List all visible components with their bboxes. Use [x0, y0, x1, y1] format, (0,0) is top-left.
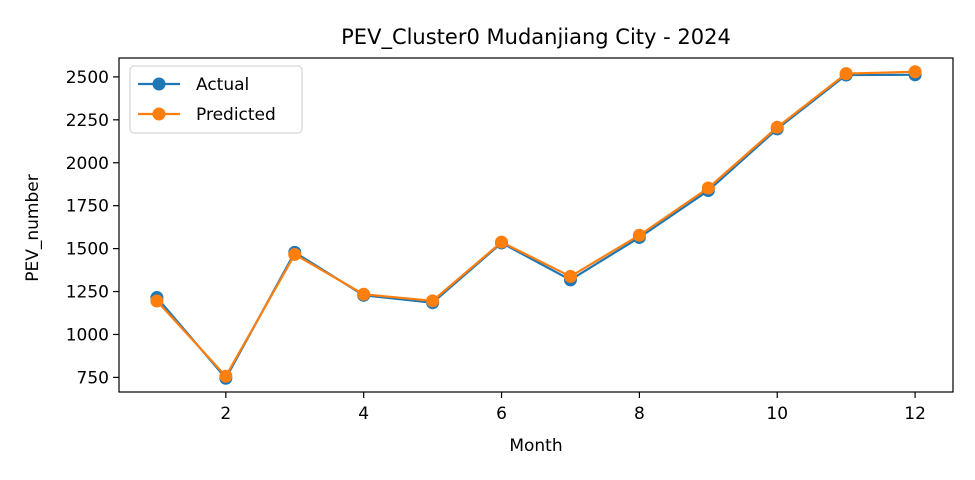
series-predicted [150, 65, 922, 383]
chart-title: PEV_Cluster0 Mudanjiang City - 2024 [341, 25, 731, 50]
data-point [563, 269, 577, 283]
data-point [288, 247, 302, 261]
data-point [495, 235, 509, 249]
legend-marker [152, 107, 166, 121]
legend-marker [152, 77, 166, 91]
data-point [632, 228, 646, 242]
data-point [219, 369, 233, 383]
legend-box [129, 65, 303, 134]
y-tick-label: 2500 [66, 68, 109, 88]
data-point [770, 120, 784, 134]
data-point [357, 287, 371, 301]
x-tick-label: 4 [358, 404, 369, 424]
x-axis-label: Month [509, 436, 562, 456]
legend-item-actual: Actual [138, 75, 249, 95]
y-axis-label: PEV_number [23, 174, 43, 281]
data-point [701, 181, 715, 195]
data-point [839, 67, 853, 81]
data-point [150, 294, 164, 308]
series-layer [150, 65, 922, 385]
x-tick-label: 12 [904, 404, 926, 424]
legend: Actual Predicted [129, 65, 303, 134]
data-point [426, 294, 440, 308]
data-point [908, 65, 922, 79]
series-line [156, 70, 916, 379]
legend-label: Actual [196, 75, 249, 95]
y-tick-label: 1750 [66, 197, 109, 217]
y-tick-label: 2250 [66, 111, 109, 131]
x-axis-ticks: 2 4 6 8 10 12 [220, 392, 926, 424]
y-tick-label: 2000 [66, 154, 109, 174]
y-tick-label: 1250 [66, 283, 109, 303]
x-tick-label: 10 [766, 404, 788, 424]
plot-area [118, 57, 954, 393]
x-tick-label: 8 [634, 404, 645, 424]
x-tick-label: 6 [496, 404, 507, 424]
legend-label: Predicted [196, 105, 276, 125]
x-tick-label: 2 [220, 404, 231, 424]
plot-frame [118, 57, 954, 393]
y-tick-label: 750 [77, 368, 109, 388]
y-axis-ticks: 750 1000 1250 1500 1750 2000 2250 2500 [66, 68, 119, 388]
y-tick-label: 1000 [66, 325, 109, 345]
y-tick-label: 1500 [66, 240, 109, 260]
legend-item-predicted: Predicted [138, 105, 276, 125]
